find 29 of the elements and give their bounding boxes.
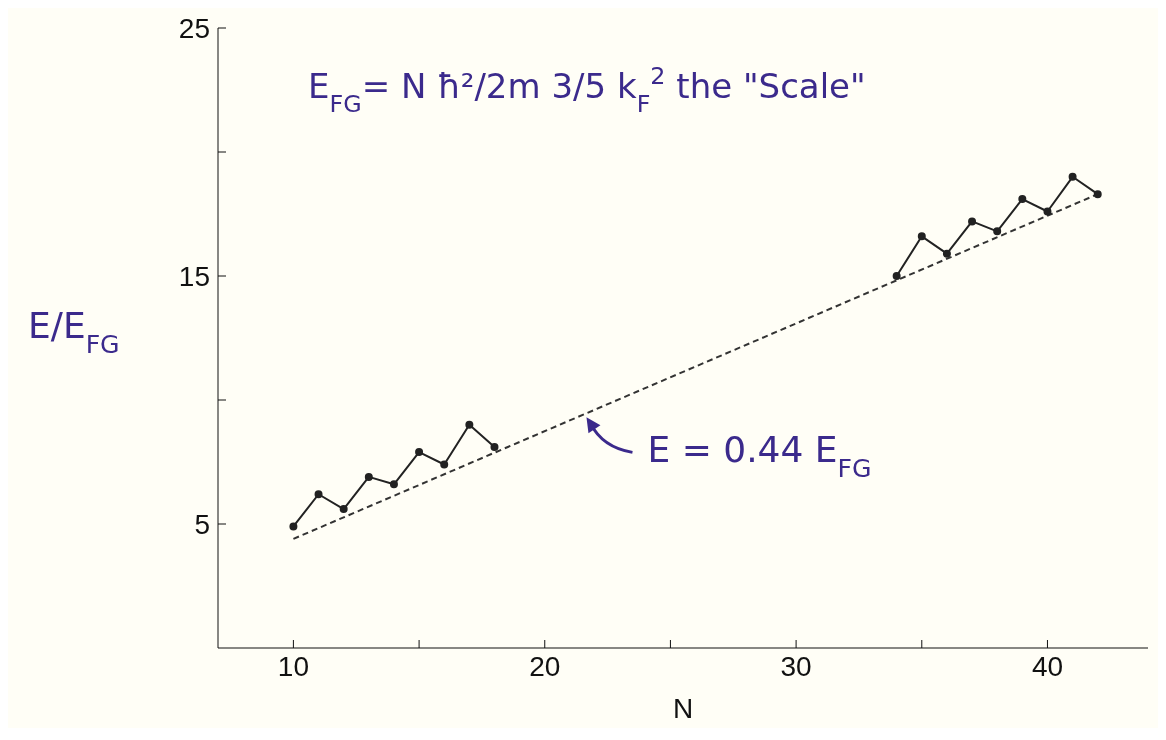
point — [1068, 172, 1077, 181]
point — [415, 448, 424, 457]
point — [465, 420, 474, 429]
point — [364, 472, 373, 481]
point — [490, 443, 499, 452]
point — [1093, 190, 1102, 199]
y-axis-title: E/E$_{FG}$ — [28, 305, 120, 359]
point — [289, 522, 298, 531]
x-tick-label: 30 — [780, 650, 812, 682]
point — [1043, 207, 1052, 216]
x-tick-label: 40 — [1031, 650, 1064, 682]
point — [917, 232, 926, 241]
point — [339, 505, 348, 514]
y-tick-label: 25 — [178, 12, 210, 44]
point — [314, 490, 323, 499]
point — [1018, 195, 1027, 204]
x-tick-label: 10 — [277, 650, 309, 682]
y-tick-label: 15 — [178, 260, 210, 292]
point — [440, 460, 449, 469]
x-axis-title: N — [672, 693, 694, 724]
point — [942, 249, 951, 258]
annotation: E = 0.44 E$_{FG}$ — [647, 429, 872, 483]
x-tick-label: 20 — [529, 650, 561, 682]
point — [892, 272, 901, 280]
y-tick-label: 5 — [194, 508, 210, 540]
point — [993, 227, 1002, 236]
point — [968, 217, 977, 226]
annotation: E$_{FG}$= N ħ²/2m 3/5 k$_{F}$$^{2}$ the "Scale" — [308, 62, 866, 118]
point — [389, 480, 398, 489]
